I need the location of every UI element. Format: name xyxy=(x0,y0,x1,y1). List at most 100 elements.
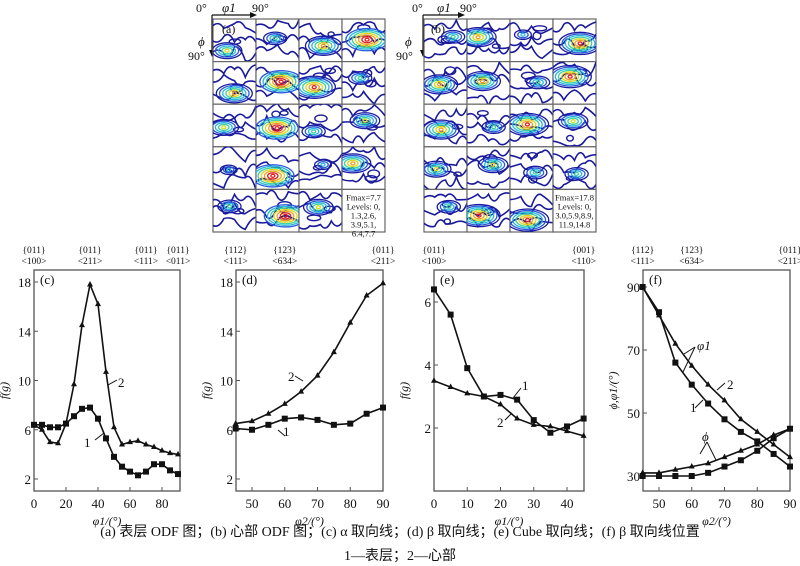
odf-intensity-contour xyxy=(311,38,336,53)
odf-intensity-contour xyxy=(467,30,491,45)
series-line-1-φ1 xyxy=(641,286,791,468)
odf-intensity-contour xyxy=(307,37,339,55)
data-point-square xyxy=(787,463,793,470)
odf-intensity-contour xyxy=(266,172,279,180)
odf-intensity-contour xyxy=(282,213,289,218)
data-point-triangle xyxy=(135,437,141,443)
odf-intensity-contour xyxy=(490,162,496,167)
odf-intensity-contour xyxy=(357,75,363,81)
phi1-group-leader-a xyxy=(683,346,696,355)
y-axis-label: f(g) xyxy=(397,382,411,399)
odf-contour-line xyxy=(342,146,385,161)
plot-frame xyxy=(433,269,585,492)
odf-intensity-contour xyxy=(476,77,489,85)
data-point-triangle xyxy=(151,443,157,449)
odf-section-cell xyxy=(212,18,257,63)
x-tick-label: 20 xyxy=(494,496,507,511)
x-tick-label: 80 xyxy=(751,496,764,511)
plot-frame xyxy=(642,269,791,492)
odf-a-axis-0: 0° xyxy=(196,1,207,15)
data-point-square xyxy=(119,463,125,470)
odf-intensity-contour xyxy=(315,205,322,210)
orientation-plane-label: {011} xyxy=(22,246,45,256)
odf-intensity-contour xyxy=(342,153,372,174)
data-point-square xyxy=(103,435,109,442)
panel-label: (c) xyxy=(40,272,54,287)
data-point-triangle xyxy=(639,283,646,289)
odf-intensity-contour xyxy=(274,125,280,131)
odf-intensity-contour xyxy=(424,119,460,140)
odf-contour-line xyxy=(553,151,596,163)
odf-intensity-contour xyxy=(221,125,227,130)
odf-intensity-contour xyxy=(310,129,317,134)
data-point-triangle xyxy=(175,450,181,457)
data-point-triangle xyxy=(514,415,521,421)
odf-contour-line xyxy=(342,131,385,144)
odf-intensity-contour xyxy=(301,80,327,95)
odf-intensity-contour xyxy=(424,160,452,178)
odf-intensity-contour xyxy=(567,117,579,125)
orientation-plane-label: {123} xyxy=(680,246,703,256)
orientation-direction-label: <634> xyxy=(272,257,297,267)
data-point-square xyxy=(447,311,454,318)
odf-b-axis-phi1: φ1 xyxy=(437,0,451,15)
odf-intensity-contour xyxy=(278,79,284,84)
series-2-label-leader xyxy=(107,379,118,386)
odf-intensity-contour xyxy=(436,82,443,87)
odf-intensity-contour xyxy=(343,157,362,169)
odf-intensity-contour xyxy=(355,115,374,127)
odf-intensity-contour xyxy=(467,208,492,223)
odf-intensity-contour xyxy=(577,41,583,46)
series-2-label: 2 xyxy=(727,377,734,392)
y-tick-label: 50 xyxy=(627,406,640,421)
odf-intensity-contour xyxy=(256,165,292,186)
odf-intensity-contour xyxy=(346,159,359,168)
odf-contour-line xyxy=(213,146,256,164)
data-point-triangle xyxy=(79,321,85,328)
odf-intensity-contour xyxy=(467,72,498,90)
odf-intensity-contour xyxy=(279,212,292,220)
odf-intensity-contour xyxy=(231,91,237,96)
odf-section-cell xyxy=(509,60,554,105)
odf-section-cell xyxy=(298,188,343,233)
odf-intensity-contour xyxy=(361,35,373,44)
odf-section-cell xyxy=(298,146,343,191)
odf-contour-line xyxy=(256,189,299,202)
odf-intensity-contour xyxy=(268,122,287,134)
data-point-triangle xyxy=(95,300,101,307)
odf-section-cell xyxy=(212,103,257,148)
odf-section-cell xyxy=(509,188,554,233)
odf-contour-line xyxy=(467,133,510,146)
odf-intensity-contour xyxy=(529,168,542,177)
data-point-square xyxy=(281,415,288,422)
odf-intensity-contour xyxy=(225,88,244,99)
x-tick-label: 0 xyxy=(431,496,438,511)
odf-contour-loop xyxy=(314,114,328,123)
orientation-plane-label: {011} xyxy=(778,246,800,256)
y-tick-label: 18 xyxy=(220,275,233,290)
x-axis-label: φ1/(°) xyxy=(495,514,524,528)
data-point-triangle xyxy=(656,311,662,318)
odf-intensity-contour xyxy=(561,71,580,82)
odf-contour-line xyxy=(553,21,596,33)
odf-intensity-contour xyxy=(432,124,451,135)
odf-intensity-contour xyxy=(276,210,295,222)
data-point-triangle xyxy=(249,417,255,424)
odf-b-axis-0: 0° xyxy=(412,1,423,15)
odf-intensity-contour xyxy=(219,164,238,176)
odf-intensity-contour xyxy=(349,112,381,130)
data-point-triangle xyxy=(480,393,487,399)
odf-section-cell xyxy=(552,18,597,63)
odf-legend-line: Levels: 0, xyxy=(347,201,381,211)
x-axis-label: φ2/(°) xyxy=(702,514,731,528)
odf-intensity-contour xyxy=(436,199,462,214)
odf-intensity-contour xyxy=(571,38,590,49)
data-point-square xyxy=(497,391,504,398)
data-point-square xyxy=(656,473,662,479)
orientation-direction-label: <110> xyxy=(571,257,596,267)
data-point-triangle xyxy=(127,438,133,445)
odf-intensity-contour xyxy=(467,70,502,92)
odf-intensity-contour xyxy=(309,201,328,213)
odf-intensity-contour xyxy=(345,27,385,52)
odf-section-cell xyxy=(423,146,468,191)
